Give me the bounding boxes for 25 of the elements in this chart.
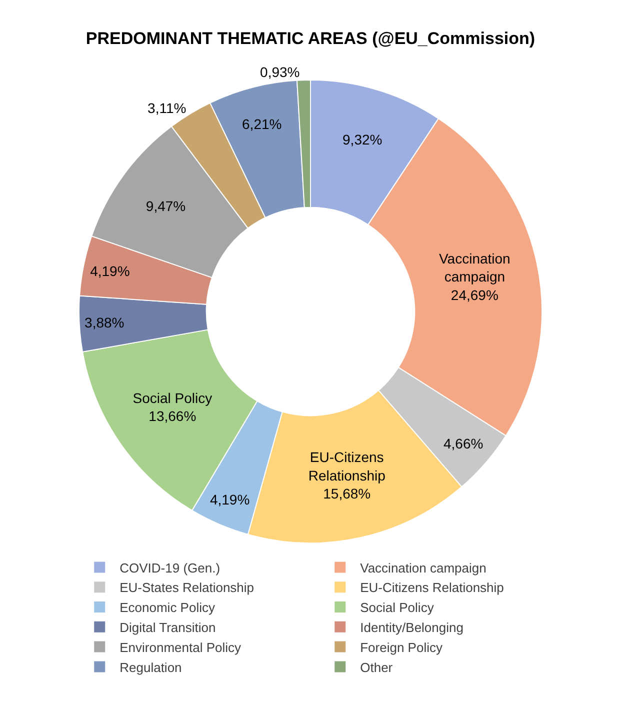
data-label: 9,32% [342,132,382,148]
legend-label: EU-States Relationship [120,580,254,596]
data-label: 9,47% [146,198,186,214]
legend-label: Digital Transition [120,620,216,635]
legend-label: Social Policy [360,600,434,616]
data-label: 4,19% [90,262,130,279]
data-label: 6,21% [242,116,282,132]
legend-label: Identity/Belonging [360,620,464,635]
data-label: 4,19% [210,492,250,508]
legend-label: Environmental Policy [120,640,242,655]
legend-label: Other [360,660,394,675]
chart-title: PREDOMINANT THEMATIC AREAS (@EU_Commission) [86,28,536,48]
data-label: 3,88% [84,314,124,331]
legend-label: Economic Policy [120,600,216,616]
data-label: Vaccination campaign 24,69% [439,250,510,303]
legend-label: Vaccination campaign [360,560,486,576]
data-label: Social Policy 13,66% [132,390,212,424]
legend-label: Foreign Policy [360,640,443,655]
data-label: 4,66% [443,436,484,452]
legend-label: COVID-19 (Gen.) [120,560,220,576]
legend-label: Regulation [120,660,182,675]
data-label: 3,11% [148,100,186,116]
data-label: EU-Citizens Relationship 15,68% [308,449,386,502]
data-label: 0,93% [260,64,300,80]
legend-label: EU-Citizens Relationship [360,580,504,596]
